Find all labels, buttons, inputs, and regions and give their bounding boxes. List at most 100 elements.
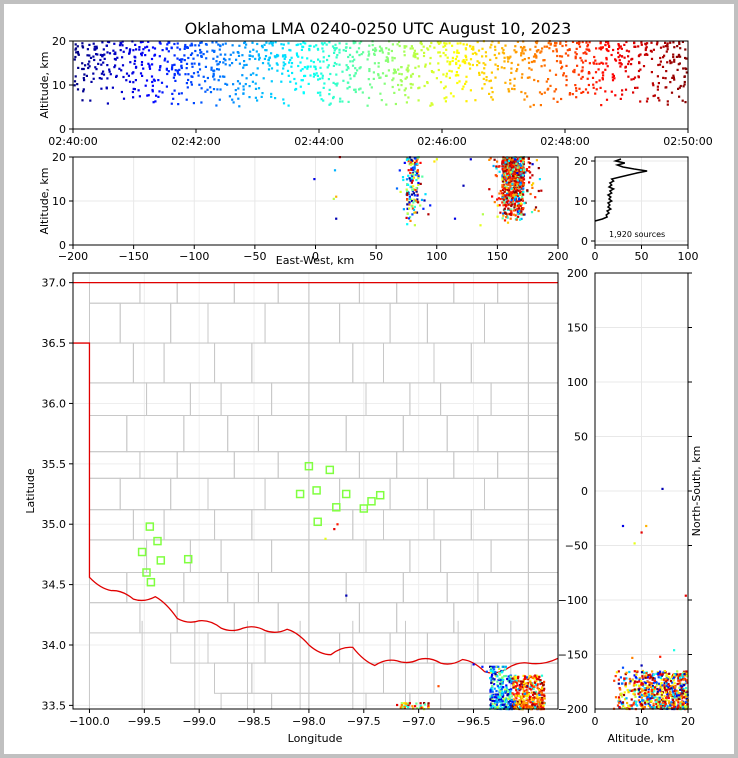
source-point: [508, 705, 511, 708]
panel2-xlabel: East-West, km: [276, 254, 354, 267]
source-point: [673, 78, 676, 81]
source-point: [598, 79, 601, 82]
source-point: [516, 210, 520, 213]
source-point: [681, 689, 684, 692]
source-point: [144, 46, 147, 49]
source-point: [152, 101, 155, 104]
source-point: [565, 44, 568, 47]
source-point: [505, 163, 508, 166]
source-point: [535, 674, 539, 677]
source-point: [133, 88, 136, 91]
source-point: [522, 688, 525, 691]
source-point: [507, 199, 510, 202]
source-point: [102, 48, 105, 51]
source-point: [501, 707, 504, 710]
source-point: [669, 704, 672, 707]
source-point: [216, 88, 219, 91]
source-point: [297, 55, 300, 58]
source-point: [496, 204, 499, 207]
source-point: [373, 62, 376, 65]
source-point: [339, 97, 342, 100]
source-point: [454, 58, 457, 61]
source-point: [508, 196, 511, 199]
source-point: [90, 80, 93, 83]
source-point: [504, 44, 507, 47]
source-point: [523, 45, 526, 49]
source-point: [594, 92, 597, 95]
source-point: [419, 702, 422, 705]
source-point: [538, 688, 541, 691]
source-point: [417, 177, 420, 180]
source-point: [507, 693, 510, 696]
source-point: [638, 694, 641, 697]
source-point: [638, 701, 641, 704]
source-point: [166, 72, 169, 76]
source-point: [270, 52, 273, 55]
source-point: [507, 207, 510, 210]
source-point: [267, 68, 271, 71]
source-point: [626, 688, 629, 692]
source-point: [405, 702, 408, 706]
source-point: [231, 98, 234, 101]
source-point: [504, 203, 507, 206]
source-point: [209, 86, 212, 89]
source-point: [581, 75, 584, 79]
source-point: [665, 673, 668, 676]
source-point: [367, 78, 370, 81]
source-point: [396, 703, 399, 707]
source-point: [374, 47, 377, 50]
source-point: [506, 175, 509, 178]
source-point: [534, 683, 537, 686]
source-point: [619, 45, 622, 48]
source-point: [218, 44, 222, 47]
source-point: [335, 73, 338, 76]
source-point: [507, 702, 510, 705]
source-point: [672, 703, 675, 706]
source-point: [509, 690, 512, 693]
source-point: [672, 41, 675, 44]
source-point: [651, 675, 654, 678]
source-point: [672, 55, 675, 59]
source-point: [498, 694, 501, 697]
source-point: [333, 61, 336, 65]
source-point: [457, 59, 460, 63]
source-point: [531, 693, 535, 697]
source-point: [526, 705, 529, 708]
source-point: [429, 204, 432, 207]
source-point: [562, 72, 565, 75]
source-point: [535, 159, 538, 162]
source-point: [665, 50, 668, 53]
panel5-ytick-label: 0: [581, 485, 588, 498]
source-point: [624, 66, 627, 69]
source-point: [502, 52, 506, 55]
source-point: [500, 66, 503, 69]
source-point: [555, 60, 559, 63]
source-point: [531, 697, 534, 700]
source-point: [501, 161, 504, 164]
source-point: [630, 704, 633, 707]
source-point: [478, 73, 481, 76]
source-point: [132, 49, 135, 52]
source-point: [150, 75, 154, 78]
source-point: [411, 199, 414, 203]
source-point: [516, 700, 520, 703]
source-point: [411, 179, 414, 182]
source-point: [512, 183, 515, 186]
source-point: [414, 705, 417, 708]
source-point: [407, 64, 410, 67]
source-point: [174, 79, 177, 82]
source-point: [369, 83, 372, 86]
source-point: [522, 187, 525, 190]
source-point: [511, 87, 514, 90]
source-point: [260, 95, 263, 98]
source-point: [684, 706, 687, 709]
source-point: [627, 50, 631, 53]
source-point: [659, 672, 662, 675]
source-point: [522, 52, 525, 55]
source-point: [657, 676, 660, 679]
source-point: [521, 703, 524, 706]
source-point: [517, 193, 521, 196]
source-point: [491, 702, 494, 705]
source-point: [510, 187, 513, 190]
source-point: [449, 60, 452, 64]
